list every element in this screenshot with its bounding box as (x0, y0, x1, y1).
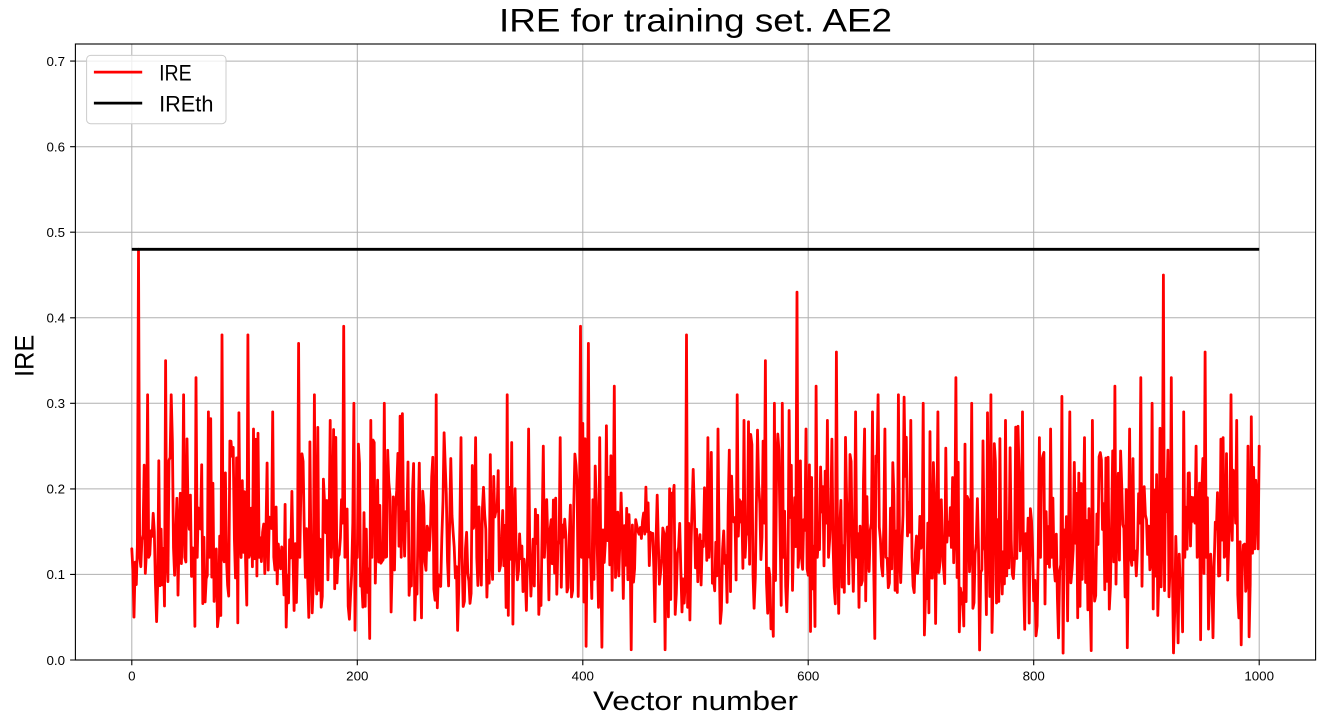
svg-text:Vector number: Vector number (593, 686, 798, 716)
svg-text:0.0: 0.0 (46, 653, 65, 668)
svg-text:0.1: 0.1 (46, 567, 65, 582)
svg-text:0.6: 0.6 (46, 140, 65, 155)
svg-text:800: 800 (1023, 669, 1045, 684)
svg-text:200: 200 (346, 669, 368, 684)
svg-text:0.5: 0.5 (46, 225, 65, 240)
svg-text:IRE: IRE (159, 60, 192, 85)
svg-text:IRE for training set. AE2: IRE for training set. AE2 (499, 3, 892, 39)
svg-text:0.4: 0.4 (46, 311, 65, 326)
svg-text:400: 400 (572, 669, 594, 684)
svg-text:0.3: 0.3 (46, 396, 65, 411)
svg-text:0: 0 (128, 669, 135, 684)
svg-text:1000: 1000 (1244, 669, 1274, 684)
svg-text:600: 600 (797, 669, 819, 684)
svg-text:IREth: IREth (159, 91, 213, 116)
svg-text:IRE: IRE (10, 335, 40, 377)
svg-text:0.7: 0.7 (46, 54, 65, 69)
svg-text:0.2: 0.2 (46, 482, 65, 497)
